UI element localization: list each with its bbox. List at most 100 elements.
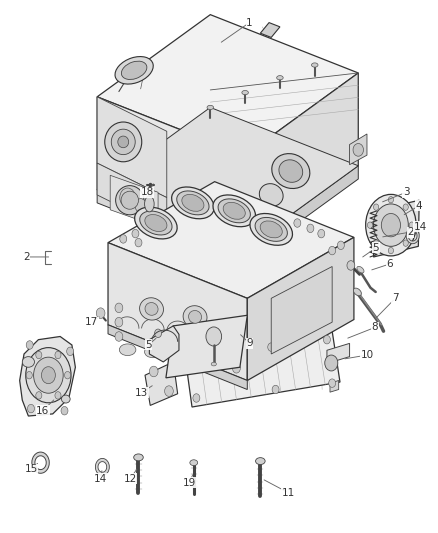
Circle shape xyxy=(233,364,240,373)
Circle shape xyxy=(64,372,71,379)
Polygon shape xyxy=(260,22,280,37)
Text: 19: 19 xyxy=(183,478,196,488)
Circle shape xyxy=(120,235,127,243)
Text: 15: 15 xyxy=(25,464,38,474)
Ellipse shape xyxy=(357,266,364,273)
Circle shape xyxy=(347,261,355,270)
Ellipse shape xyxy=(145,346,161,358)
Circle shape xyxy=(403,240,408,246)
Polygon shape xyxy=(110,175,158,227)
Text: 6: 6 xyxy=(387,259,393,269)
Text: 3: 3 xyxy=(403,187,410,197)
Circle shape xyxy=(215,344,223,353)
Polygon shape xyxy=(97,14,358,155)
Circle shape xyxy=(115,332,123,341)
Ellipse shape xyxy=(272,154,310,189)
Ellipse shape xyxy=(177,191,209,215)
Polygon shape xyxy=(271,266,332,354)
Ellipse shape xyxy=(260,221,282,238)
Circle shape xyxy=(149,366,158,377)
Ellipse shape xyxy=(22,357,35,367)
Ellipse shape xyxy=(207,106,214,110)
Circle shape xyxy=(328,379,336,387)
Text: 10: 10 xyxy=(360,350,374,360)
Polygon shape xyxy=(97,97,167,198)
Circle shape xyxy=(42,367,55,384)
Ellipse shape xyxy=(115,56,153,84)
Circle shape xyxy=(115,317,123,327)
Polygon shape xyxy=(350,134,367,165)
Circle shape xyxy=(403,204,408,211)
Circle shape xyxy=(135,238,142,247)
Circle shape xyxy=(155,329,162,337)
Circle shape xyxy=(36,351,42,359)
Ellipse shape xyxy=(170,348,186,360)
Circle shape xyxy=(28,405,35,413)
Polygon shape xyxy=(245,166,358,261)
Circle shape xyxy=(366,195,416,256)
Circle shape xyxy=(67,347,74,356)
Circle shape xyxy=(367,222,373,228)
Circle shape xyxy=(165,386,173,397)
Polygon shape xyxy=(97,108,358,248)
Ellipse shape xyxy=(255,458,265,465)
Text: 11: 11 xyxy=(282,488,295,498)
Text: 4: 4 xyxy=(416,200,423,211)
Ellipse shape xyxy=(259,184,283,206)
Polygon shape xyxy=(327,343,350,364)
Circle shape xyxy=(318,229,325,238)
Ellipse shape xyxy=(353,288,361,296)
Text: 13: 13 xyxy=(135,387,148,398)
Ellipse shape xyxy=(134,454,143,461)
Polygon shape xyxy=(97,163,167,229)
Ellipse shape xyxy=(279,160,303,182)
Text: 14: 14 xyxy=(413,222,427,232)
Text: 18: 18 xyxy=(141,187,154,197)
Ellipse shape xyxy=(172,187,214,219)
Polygon shape xyxy=(149,326,179,362)
Polygon shape xyxy=(145,362,178,406)
Text: 2: 2 xyxy=(23,252,30,262)
Ellipse shape xyxy=(195,350,212,362)
Ellipse shape xyxy=(277,76,283,80)
Circle shape xyxy=(374,204,379,211)
Polygon shape xyxy=(97,97,245,248)
Ellipse shape xyxy=(118,136,129,148)
Circle shape xyxy=(96,308,105,318)
Ellipse shape xyxy=(213,195,255,227)
Polygon shape xyxy=(108,243,247,381)
Text: 8: 8 xyxy=(371,322,378,333)
Circle shape xyxy=(55,351,61,359)
Ellipse shape xyxy=(220,352,237,364)
Circle shape xyxy=(381,214,400,237)
Polygon shape xyxy=(374,200,419,257)
Circle shape xyxy=(26,372,32,379)
Polygon shape xyxy=(247,237,354,381)
Ellipse shape xyxy=(188,311,201,323)
Ellipse shape xyxy=(116,185,144,215)
Polygon shape xyxy=(330,381,339,392)
Circle shape xyxy=(307,224,314,232)
Circle shape xyxy=(268,343,275,351)
Ellipse shape xyxy=(211,362,216,366)
Ellipse shape xyxy=(250,214,293,245)
Text: 1: 1 xyxy=(246,18,253,28)
Circle shape xyxy=(374,204,408,246)
Circle shape xyxy=(34,357,63,393)
Ellipse shape xyxy=(121,61,147,79)
Text: 16: 16 xyxy=(36,406,49,416)
Ellipse shape xyxy=(121,191,138,209)
Ellipse shape xyxy=(140,298,163,320)
Ellipse shape xyxy=(255,217,287,241)
Circle shape xyxy=(26,348,71,403)
Ellipse shape xyxy=(61,395,70,403)
Polygon shape xyxy=(97,190,245,261)
Circle shape xyxy=(180,333,188,343)
Circle shape xyxy=(272,385,279,394)
Polygon shape xyxy=(20,336,75,416)
Text: 9: 9 xyxy=(246,338,253,349)
Ellipse shape xyxy=(119,344,136,356)
Circle shape xyxy=(353,143,364,156)
Ellipse shape xyxy=(145,303,158,316)
Text: 7: 7 xyxy=(392,293,399,303)
